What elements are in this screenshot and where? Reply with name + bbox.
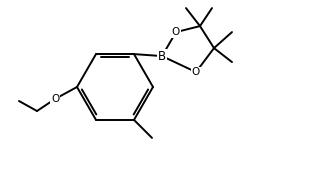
Text: O: O	[192, 67, 200, 77]
Text: O: O	[51, 94, 59, 104]
Text: B: B	[158, 50, 166, 63]
Text: O: O	[172, 27, 180, 37]
